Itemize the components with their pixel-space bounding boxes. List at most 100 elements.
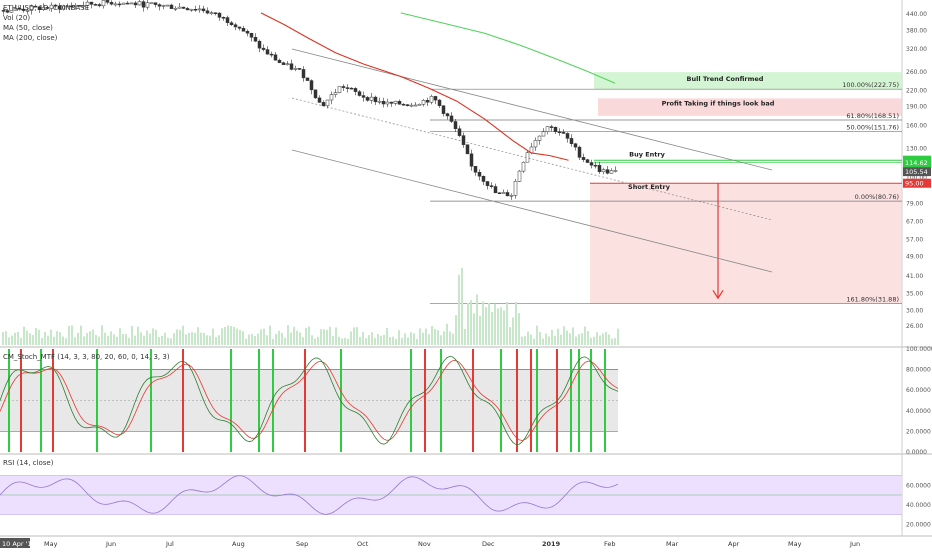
stoch-k-line [0, 355, 619, 445]
volume-bar [149, 333, 151, 345]
stoch-signal-red [20, 349, 22, 452]
candle-body [93, 4, 98, 6]
volume-bar [467, 303, 469, 345]
volume-bar [161, 335, 163, 345]
candle-body [97, 4, 102, 7]
channel-lower [291, 149, 773, 273]
volume-bar [377, 334, 379, 345]
candle-body [593, 164, 598, 167]
volume-bar [413, 333, 415, 345]
volume-bar [392, 336, 394, 345]
volume-bar [236, 328, 238, 345]
candle-body [325, 99, 330, 107]
volume-bar [410, 332, 412, 345]
vol-indicator-label[interactable]: Vol (20) [3, 14, 31, 22]
candle-body [425, 100, 430, 103]
x-tick-label: 2019 [542, 540, 561, 548]
volume-bar [32, 335, 34, 345]
annotation-short: Short Entry [628, 183, 671, 191]
volume-bar [335, 327, 337, 345]
candle-body [185, 8, 190, 11]
volume-bar [23, 326, 25, 345]
volume-bar [554, 335, 556, 345]
volume-bar [407, 337, 409, 345]
candle-body [281, 62, 286, 65]
candle-body [33, 5, 38, 8]
short-arrow-head [712, 289, 724, 300]
volume-bar [317, 336, 319, 345]
candle-body [49, 4, 54, 9]
volume-bar [134, 335, 136, 345]
volume-bar [248, 334, 250, 345]
volume-bar [257, 333, 259, 345]
volume-bar [455, 315, 457, 345]
channel-mid [291, 97, 773, 221]
volume-bar [314, 338, 316, 345]
candle-body [357, 91, 362, 96]
volume-bar [488, 302, 490, 345]
volume-bar [128, 337, 130, 345]
volume-bar [92, 329, 94, 345]
symbol-title[interactable]: ETH/USD, 1D, COINBASE [3, 4, 90, 12]
stoch-signal-green [8, 349, 10, 452]
candle-body [469, 153, 474, 167]
fib-label: 100.00%(222.75) [842, 81, 899, 89]
volume-bar [491, 311, 493, 345]
profit-taking-zone [598, 98, 902, 116]
volume-bar [305, 327, 307, 345]
price-tick-label: 41.00 [906, 273, 923, 280]
volume-bar [56, 331, 58, 345]
volume-bar [440, 335, 442, 345]
volume-bar [230, 326, 232, 345]
volume-bar [593, 336, 595, 345]
volume-bar [362, 332, 364, 345]
x-tick-label: Nov [418, 540, 431, 548]
rsi-legend[interactable]: RSI (14, close) [3, 459, 54, 467]
price-tag-label: 95.00 [905, 180, 924, 188]
candle-body [277, 59, 282, 63]
candle-body [145, 2, 150, 8]
candle-body [273, 54, 278, 61]
stoch-signal-green [570, 349, 572, 452]
volume-bar [89, 331, 91, 345]
x-tick-label: Jun [849, 540, 860, 548]
volume-bar [254, 335, 256, 345]
candle-body [565, 133, 570, 139]
x-tick-label: May [44, 540, 58, 548]
candle-body [401, 103, 406, 106]
volume-bar [203, 332, 205, 345]
volume-bar [482, 301, 484, 345]
stoch-legend[interactable]: CM_Stoch_MTF (14, 3, 3, 80, 20, 60, 0, 1… [3, 353, 170, 361]
volume-bar [368, 335, 370, 345]
x-tick-label: Dec [482, 540, 495, 548]
stoch-signal-red [424, 349, 426, 452]
candle-body [609, 170, 614, 174]
candle-body [121, 2, 126, 5]
x-tick-label: May [788, 540, 802, 548]
volume-bar [386, 327, 388, 345]
volume-bar [416, 338, 418, 345]
volume-bar [332, 335, 334, 345]
short-zone [590, 183, 902, 304]
volume-bar [284, 337, 286, 345]
volume-bar [74, 337, 76, 345]
volume-bar [221, 328, 223, 345]
fib-label: 50.00%(151.76) [846, 124, 899, 132]
candle-body [369, 96, 374, 101]
x-tick-label: Apr [728, 540, 740, 548]
candle-body [397, 100, 402, 105]
price-tick-label: 79.00 [906, 201, 923, 208]
volume-bar [71, 325, 73, 345]
stoch-signal-green [536, 349, 538, 452]
price-tag [903, 158, 931, 168]
candle-body [501, 192, 506, 194]
ma50-indicator-label[interactable]: MA (50, close) [3, 24, 53, 32]
candle-body [101, 0, 106, 7]
volume-bar [290, 332, 292, 345]
candle-body [541, 131, 546, 137]
volume-bar [185, 334, 187, 345]
candle-body [17, 8, 22, 10]
volume-bar [155, 329, 157, 345]
ma200-indicator-label[interactable]: MA (200, close) [3, 34, 58, 42]
